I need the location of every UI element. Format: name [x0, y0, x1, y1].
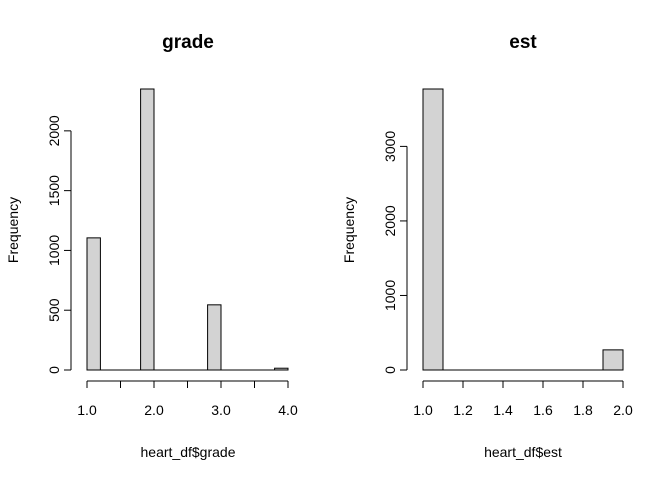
est-y-tick-label-3: 3000 [382, 131, 398, 162]
grade-y-tick-label-0: 0 [46, 366, 62, 374]
grade-bars [86, 88, 289, 371]
est-x-tick-label-4: 1.8 [573, 402, 593, 418]
grade-y-tick-label-2: 1000 [46, 235, 62, 266]
est-chart-title: est [509, 32, 537, 53]
est-bar-0 [422, 88, 444, 371]
grade-y-axis: 0 500 1000 1500 2000 [46, 115, 72, 374]
est-x-axis-label: heart_df$est [484, 444, 562, 460]
grade-bar-3 [274, 367, 289, 371]
grade-y-tick-label-3: 1500 [46, 175, 62, 206]
est-y-tick-label-0: 0 [382, 366, 398, 374]
grade-x-tick-label-4: 3.0 [211, 402, 231, 418]
est-bar-1 [602, 349, 624, 371]
grade-y-tick-label-4: 2000 [46, 115, 62, 146]
grade-y-tick-label-1: 500 [46, 298, 62, 322]
est-y-axis: 0 1000 2000 3000 [382, 131, 408, 374]
grade-x-tick-label-0: 1.0 [77, 402, 97, 418]
est-x-tick-label-2: 1.4 [493, 402, 513, 418]
grade-x-tick-label-6: 4.0 [278, 402, 298, 418]
grade-chart-title: grade [162, 32, 214, 53]
est-x-tick-label-1: 1.2 [453, 402, 473, 418]
est-x-tick-label-0: 1.0 [413, 402, 433, 418]
est-y-tick-label-2: 2000 [382, 205, 398, 236]
grade-bar-1 [140, 88, 155, 371]
est-x-axis: 1.0 1.2 1.4 1.6 1.8 2.0 [413, 380, 633, 418]
grade-y-axis-label: Frequency [5, 197, 21, 263]
est-bars [422, 88, 624, 371]
est-y-axis-label: Frequency [341, 197, 357, 263]
grade-x-tick-label-2: 2.0 [144, 402, 164, 418]
grade-bar-2 [207, 304, 222, 371]
est-x-tick-label-5: 2.0 [613, 402, 633, 418]
est-x-tick-label-3: 1.6 [533, 402, 553, 418]
grade-x-axis-label: heart_df$grade [141, 444, 236, 460]
grade-histogram: grade heart_df$grade Frequency 1.0 2.0 3.0… [5, 32, 298, 460]
grade-x-axis: 1.0 2.0 3.0 4.0 [77, 380, 298, 418]
est-y-tick-label-1: 1000 [382, 280, 398, 311]
grade-bar-0 [86, 237, 101, 371]
est-histogram: est heart_df$est Frequency 1.0 1.2 1.4 1.6 1… [341, 32, 633, 460]
